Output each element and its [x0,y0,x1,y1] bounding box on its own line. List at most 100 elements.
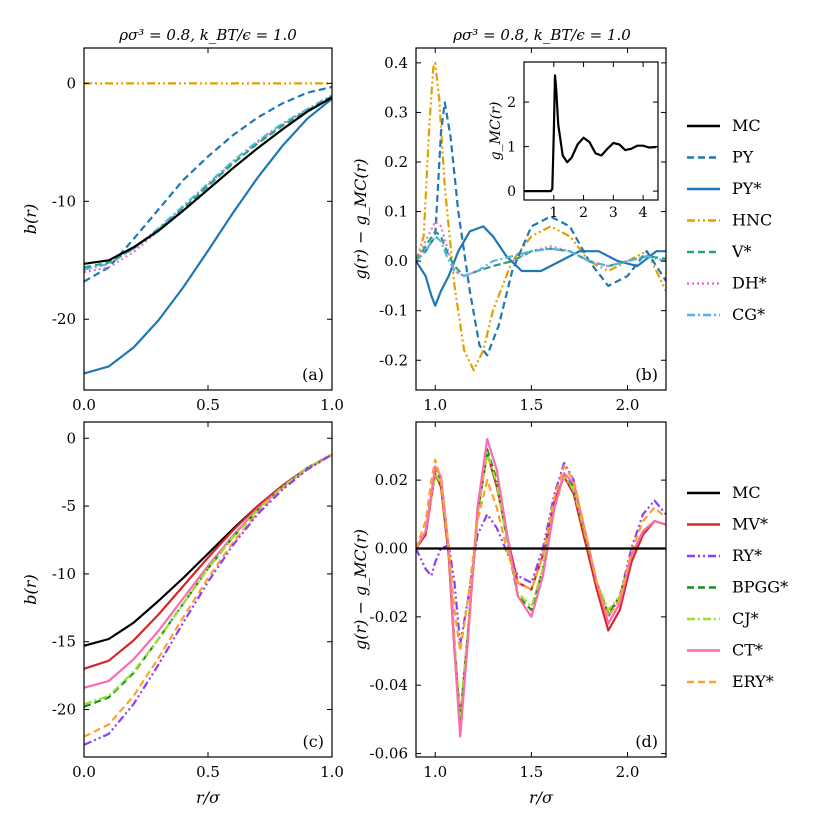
legend-label-bottom-bpgg-star: BPGG* [732,578,788,597]
y-axis-label-d: g(r) − g_MC(r) [351,529,370,650]
legend-label-top-v-star: V* [731,242,752,261]
panel-d: 1.0 1.5 2.0 0.02 0.00 -0.02 -0.04 -0.06 g(r) − g… [351,421,667,807]
series-line-py-star-b [416,225,666,307]
y-tick-label-c: -5 [61,497,76,515]
series-lines-b [416,61,666,372]
series-line-ct-star-c [84,453,332,689]
y-tick-label-d: 0.00 [375,539,408,557]
x-tick-label-a: 1.0 [320,396,344,414]
y-tick-label-c: -10 [52,565,76,583]
x-axis-label-d: r/σ [529,788,554,807]
panel-label-a: (a) [302,365,324,384]
series-line-mc-inset [524,74,657,193]
y-tick-label-c: -20 [52,701,76,719]
legend-top: MC PY PY* HNC V* DH* CG* [687,116,772,324]
legend-label-top-dh-star: DH* [732,274,767,293]
series-line-v-star-a [84,95,332,269]
legend-label-bottom-cj-star: CJ* [732,609,759,628]
legend-label-bottom-ry-star: RY* [732,546,762,565]
series-line-ry-star-d [416,461,666,646]
y-tick-label-a: -20 [52,310,76,328]
series-line-cj-star-c [84,453,332,706]
y-tick-label-a: -10 [52,192,76,210]
y-tick-label-b: 0.1 [384,203,408,221]
title-left: ρσ³ = 0.8, k_BT/ϵ = 1.0 [118,26,297,44]
series-line-dh-star-a [84,95,332,274]
axes-frame-d [415,421,667,758]
panel-a: 0.0 0.5 1.0 0 -10 -20 b(r) (a) [21,47,344,414]
panel-b: 1.0 1.5 2.0 0.4 0.3 0.2 0.1 0.0 -0.1 -0.2 g(r) − g… [351,47,667,414]
series-line-ry-star-c [84,453,332,746]
x-tick-label-c: 0.0 [72,763,96,781]
y-tick-label-b: 0.4 [384,54,408,72]
y-tick-label-b: 0.0 [384,252,408,270]
y-tick-label-b: 0.3 [384,103,408,121]
panel-label-d: (d) [635,732,658,751]
legend-label-bottom-mv-star: MV* [732,515,768,534]
series-line-hnc-b [416,61,666,372]
x-tick-label-d: 1.0 [423,763,447,781]
series-lines-inset [524,74,657,193]
y-tick-label-d: 0.02 [375,471,408,489]
x-tick-label-inset: 4 [639,205,648,221]
y-axis-label-a: b(r) [21,204,40,234]
x-tick-label-b: 2.0 [616,396,640,414]
x-tick-label-inset: 2 [579,205,588,221]
series-line-mc-c [84,453,332,647]
series-line-mv-star-c [84,453,332,670]
legend-label-top-hnc: HNC [732,211,772,230]
series-lines-d [416,438,666,738]
title-right: ρσ³ = 0.8, k_BT/ϵ = 1.0 [452,26,631,44]
legend-bottom: MC MV* RY* BPGG* CJ* CT* ERY* [687,483,788,691]
panel-label-b: (b) [635,365,658,384]
series-lines-c [84,453,332,746]
x-tick-label-c: 0.5 [196,763,220,781]
y-tick-label-b: 0.2 [384,153,408,171]
x-tick-label-a: 0.0 [72,396,96,414]
y-tick-label-d: -0.04 [370,676,408,694]
y-tick-label-c: -15 [52,633,76,651]
y-tick-label-c: 0 [66,429,76,447]
axes-frame-b [415,47,667,391]
y-axis-label-b: g(r) − g_MC(r) [351,159,370,280]
x-tick-label-inset: 3 [609,205,618,221]
series-line-py-a [84,85,332,283]
series-line-v-star-b [416,230,666,278]
axes-frame-inset [523,61,659,201]
y-tick-label-inset: 2 [507,95,516,111]
y-tick-label-d: -0.06 [370,745,408,763]
legend-label-top-mc: MC [732,116,761,135]
y-tick-label-d: -0.02 [370,608,408,626]
x-tick-label-d: 2.0 [616,763,640,781]
legend-label-top-py-star: PY* [732,179,761,198]
x-tick-label-b: 1.5 [519,396,543,414]
y-tick-label-inset: 1 [507,140,516,156]
y-tick-label-inset: 0 [507,184,516,200]
x-tick-label-b: 1.0 [423,396,447,414]
legend-label-top-cg-star: CG* [732,305,765,324]
x-tick-label-c: 1.0 [320,763,344,781]
series-line-ery-star-c [84,453,332,738]
series-line-mc-a [84,96,332,265]
series-line-cg-star-b [416,235,666,278]
axes-frame-a [83,47,333,391]
axes-frame-c [83,421,333,758]
legend-label-bottom-mc: MC [732,483,761,502]
x-tick-label-inset: 1 [549,205,558,221]
y-tick-label-b: -0.1 [379,302,408,320]
x-tick-label-a: 0.5 [196,396,220,414]
panel-label-c: (c) [303,732,324,751]
y-tick-label-b: -0.2 [379,351,408,369]
series-line-ery-star-d [416,458,666,653]
y-axis-label-c: b(r) [21,574,40,604]
y-axis-label-inset: g_MC(r) [488,102,504,161]
y-tick-label-a: 0 [66,74,76,92]
panel-c: 0.0 0.5 1.0 0 -5 -10 -15 -20 b(r) r/σ (c) [21,421,344,807]
series-line-py-star-a [84,97,332,375]
x-tick-label-d: 1.5 [519,763,543,781]
legend-label-top-py: PY [732,148,754,167]
series-lines-a [84,82,332,375]
legend-label-bottom-ct-star: CT* [732,641,763,660]
